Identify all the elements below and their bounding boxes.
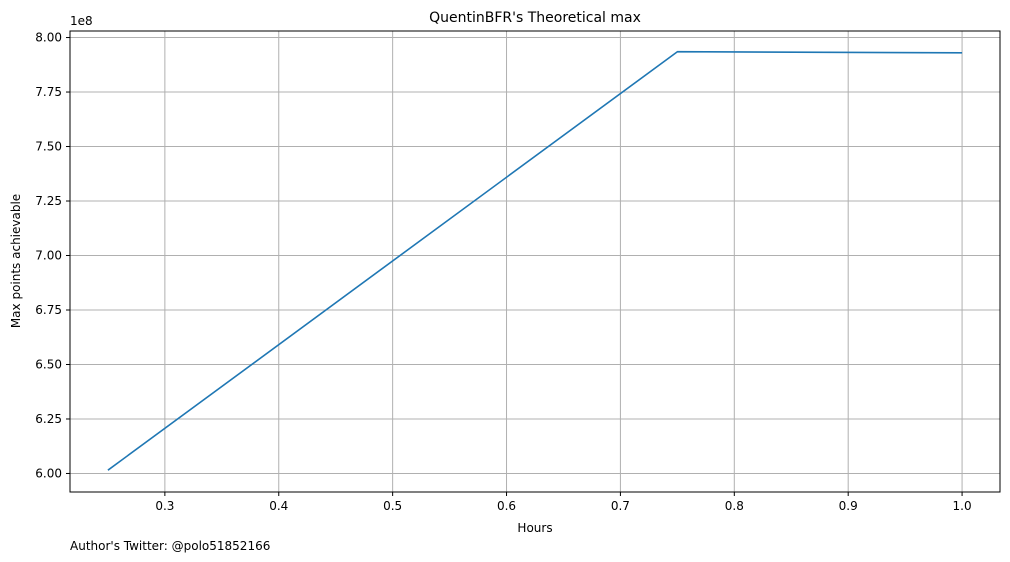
plot-lines bbox=[107, 50, 963, 471]
y-tick-label: 6.00 bbox=[35, 466, 62, 480]
y-tick-label: 7.75 bbox=[35, 85, 62, 99]
y-tick-label: 7.50 bbox=[35, 140, 62, 154]
grid bbox=[70, 31, 1000, 492]
y-tick-label: 6.25 bbox=[35, 412, 62, 426]
y-axis-label: Max points achievable bbox=[9, 194, 23, 328]
y-offset-label: 1e8 bbox=[70, 14, 93, 28]
x-tick-label: 0.4 bbox=[269, 499, 288, 513]
x-tick-label: 0.8 bbox=[725, 499, 744, 513]
x-tick-label: 0.7 bbox=[611, 499, 630, 513]
x-tick-label: 1.0 bbox=[953, 499, 972, 513]
y-tick-label: 6.50 bbox=[35, 357, 62, 371]
plot-area-frame bbox=[69, 30, 1001, 493]
series-line bbox=[107, 50, 963, 471]
x-tick-label: 0.5 bbox=[383, 499, 402, 513]
y-tick-label: 7.00 bbox=[35, 249, 62, 263]
x-tick-label: 0.6 bbox=[497, 499, 516, 513]
x-axis: 0.3 0.4 0.5 0.6 0.7 0.8 0.9 1.0 bbox=[155, 492, 972, 513]
y-tick-label: 8.00 bbox=[35, 31, 62, 45]
chart-title: QuentinBFR's Theoretical max bbox=[429, 10, 641, 26]
y-tick-label: 7.25 bbox=[35, 194, 62, 208]
author-twitter-footer: Author's Twitter: @polo51852166 bbox=[70, 539, 270, 553]
x-tick-label: 0.3 bbox=[155, 499, 174, 513]
y-tick-label: 6.75 bbox=[35, 303, 62, 317]
x-axis-label: Hours bbox=[517, 521, 552, 535]
y-axis: 6.00 6.25 6.50 6.75 7.00 7.25 7.50 7.75 8.00 bbox=[35, 31, 70, 480]
x-tick-label: 0.9 bbox=[839, 499, 858, 513]
